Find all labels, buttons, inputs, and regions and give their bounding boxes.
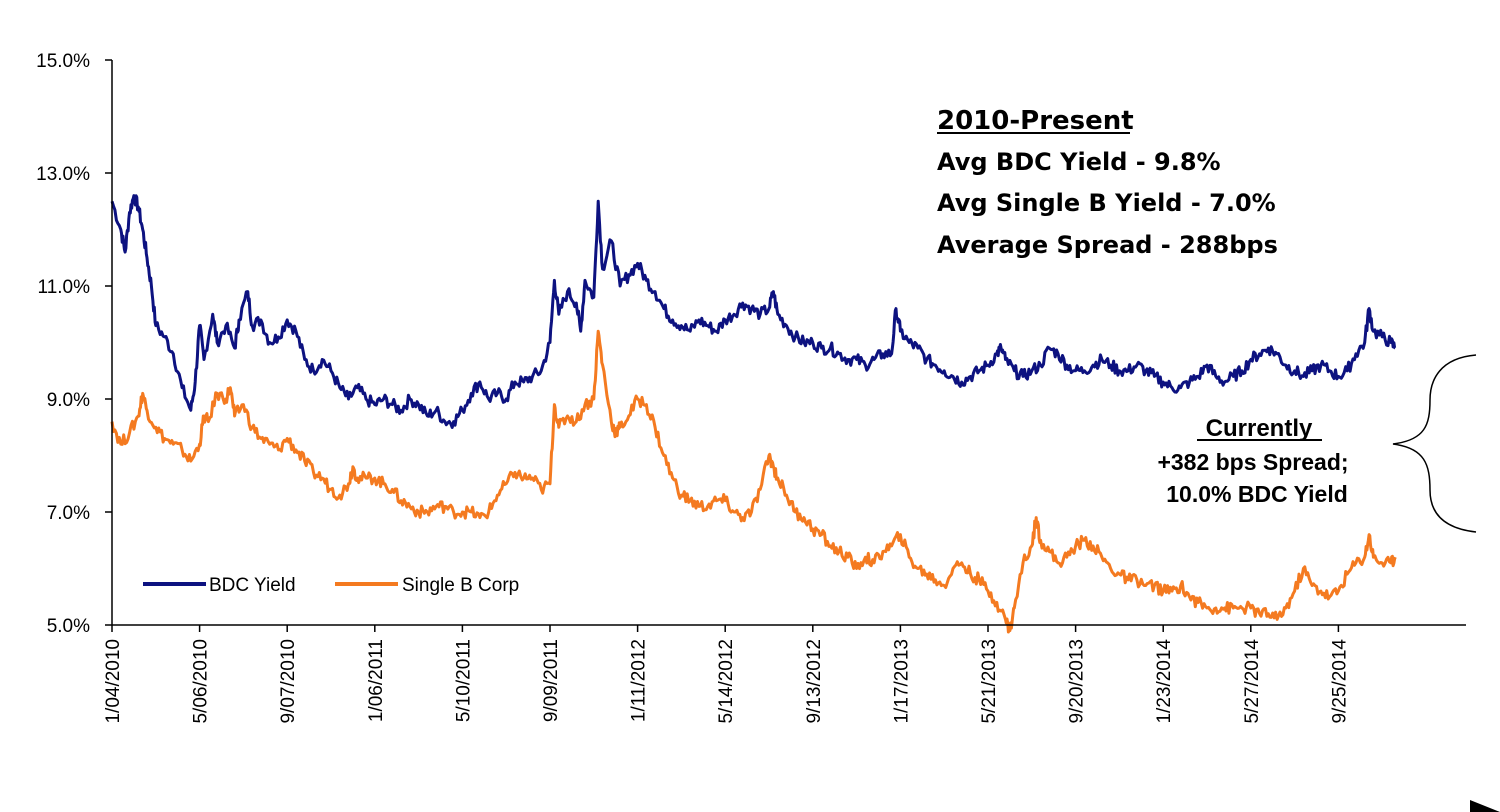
- current-annotation: Currently +382 bps Spread; 10.0% BDC Yie…: [1157, 354, 1477, 533]
- y-tick-label: 5.0%: [47, 616, 90, 637]
- x-tick-label: 1/23/2014: [1154, 639, 1175, 724]
- series-line-bdc-yield: [110, 194, 1397, 429]
- summary-average-spread: Average Spread - 288bps: [937, 231, 1278, 259]
- x-tick-label: 1/11/2012: [629, 639, 650, 722]
- summary-avg-single-b-yield: Avg Single B Yield - 7.0%: [937, 189, 1276, 217]
- current-bdc-yield: 10.0% BDC Yield: [1166, 481, 1348, 507]
- x-tick-label: 1/06/2011: [366, 639, 387, 722]
- legend-label-single-b-corp: Single B Corp: [402, 575, 519, 596]
- curly-brace: [1392, 354, 1477, 533]
- x-tick-label: 5/21/2013: [979, 639, 1000, 724]
- y-tick-label: 9.0%: [47, 390, 90, 411]
- summary-avg-bdc-yield: Avg BDC Yield - 9.8%: [937, 148, 1221, 176]
- x-axis-ticks: 1/04/2010 5/06/2010 9/07/2010 1/06/2011 5/10…: [103, 625, 1350, 724]
- legend-label-bdc-yield: BDC Yield: [209, 575, 296, 596]
- y-tick-label: 7.0%: [47, 503, 90, 524]
- x-tick-label: 5/06/2010: [191, 639, 212, 724]
- x-tick-label: 5/27/2014: [1242, 639, 1263, 724]
- legend: BDC Yield Single B Corp: [143, 575, 519, 596]
- y-tick-label: 11.0%: [38, 277, 91, 298]
- y-tick-label: 15.0%: [36, 51, 90, 72]
- current-spread: +382 bps Spread;: [1157, 449, 1348, 475]
- x-tick-label: 9/25/2014: [1329, 639, 1350, 724]
- x-tick-label: 5/10/2011: [453, 639, 474, 722]
- summary-annotation: 2010-Present Avg BDC Yield - 9.8% Avg Si…: [937, 106, 1278, 259]
- arrow-icon: [1430, 800, 1500, 812]
- x-tick-label: 9/07/2010: [278, 639, 299, 724]
- x-tick-label: 1/17/2013: [891, 639, 912, 724]
- x-tick-label: 5/14/2012: [716, 639, 737, 724]
- summary-title: 2010-Present: [937, 106, 1134, 136]
- x-tick-label: 9/09/2011: [541, 639, 562, 722]
- x-tick-label: 9/13/2012: [804, 639, 825, 724]
- y-tick-label: 13.0%: [36, 164, 90, 185]
- series-line-single-b-corp: [110, 329, 1397, 634]
- x-tick-label: 1/04/2010: [103, 639, 124, 724]
- y-axis-ticks: 15.0% 13.0% 11.0% 9.0% 7.0% 5.0%: [36, 51, 112, 637]
- series-lines: [110, 194, 1397, 634]
- x-tick-label: 9/20/2013: [1067, 639, 1088, 724]
- current-title: Currently: [1206, 415, 1313, 442]
